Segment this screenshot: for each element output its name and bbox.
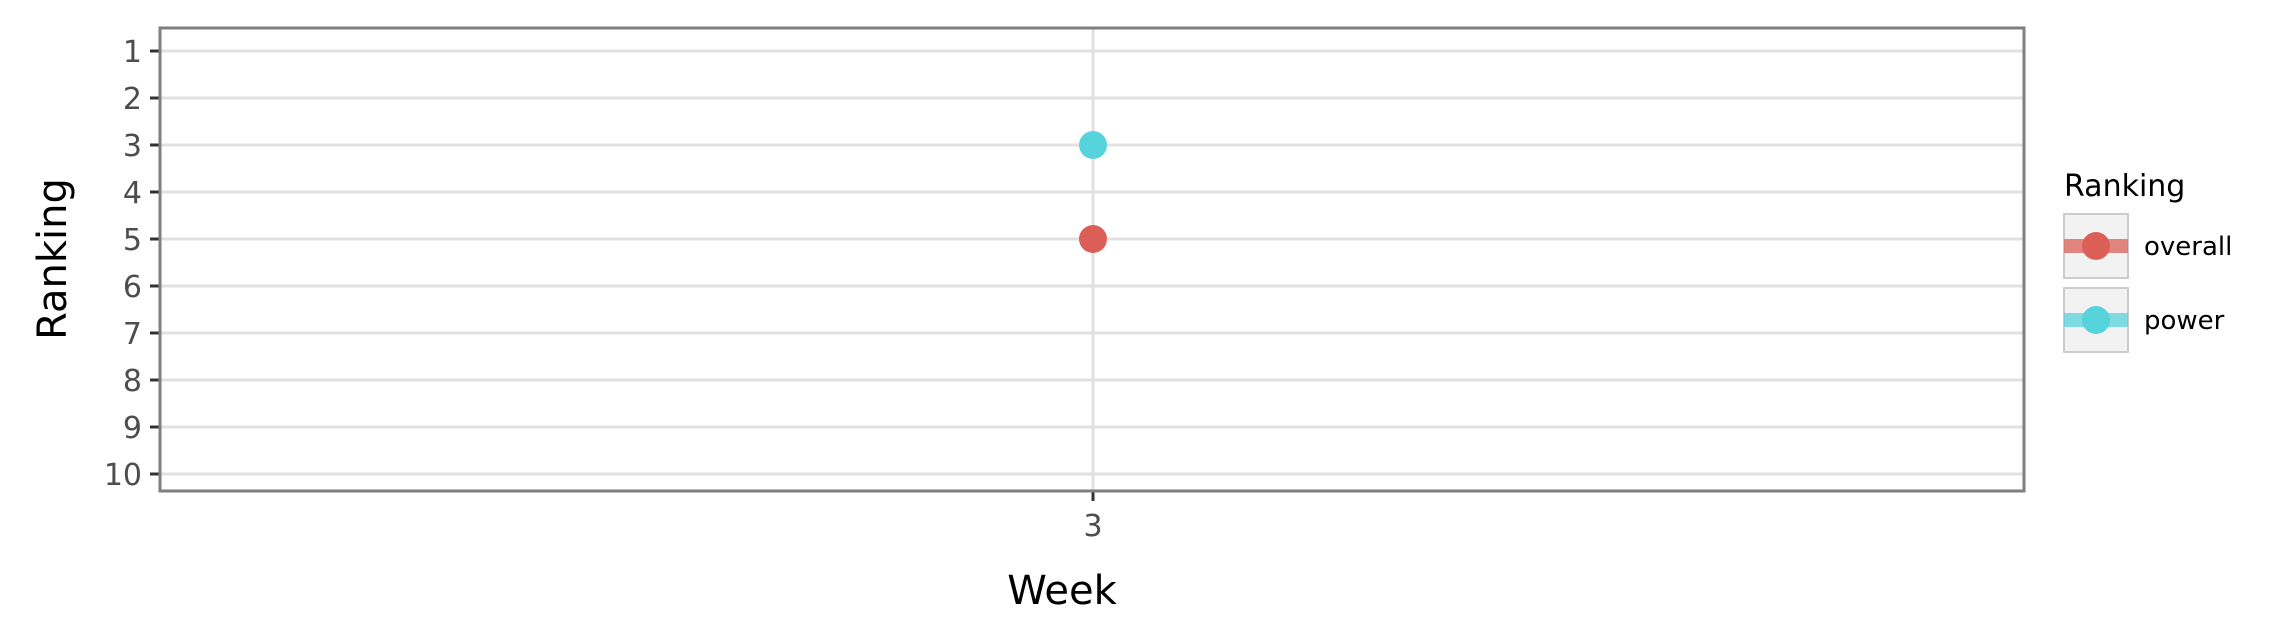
legend: Ranking overall power (2063, 169, 2232, 353)
y-tick-label: 5 (123, 223, 142, 258)
y-tick-label: 9 (123, 411, 142, 446)
y-tick-label: 6 (123, 270, 142, 305)
x-axis-title: Week (1007, 568, 1117, 614)
y-tick-label: 7 (123, 317, 142, 352)
data-points (1079, 131, 1107, 253)
legend-label: overall (2144, 232, 2232, 262)
legend-item-overall: overall (2063, 213, 2232, 279)
plot-border (158, 26, 2026, 493)
axis-ticks: 1 2 3 4 5 6 7 8 9 10 3 (104, 35, 1103, 544)
point-overall (1079, 225, 1107, 253)
y-tick-label: 2 (123, 82, 142, 117)
legend-key-point (2082, 232, 2110, 260)
legend-key-point (2082, 306, 2110, 334)
y-tick-label: 1 (123, 35, 142, 70)
legend-item-power: power (2063, 287, 2225, 353)
y-tick-label: 8 (123, 364, 142, 399)
legend-title: Ranking (2064, 169, 2185, 204)
x-tick-label: 3 (1083, 509, 1102, 544)
y-tick-label: 3 (123, 129, 142, 164)
y-axis-title: Ranking (30, 178, 76, 340)
y-tick-label: 4 (123, 176, 142, 211)
y-tick-label: 10 (104, 458, 142, 493)
legend-label: power (2144, 306, 2225, 336)
point-power (1079, 131, 1107, 159)
